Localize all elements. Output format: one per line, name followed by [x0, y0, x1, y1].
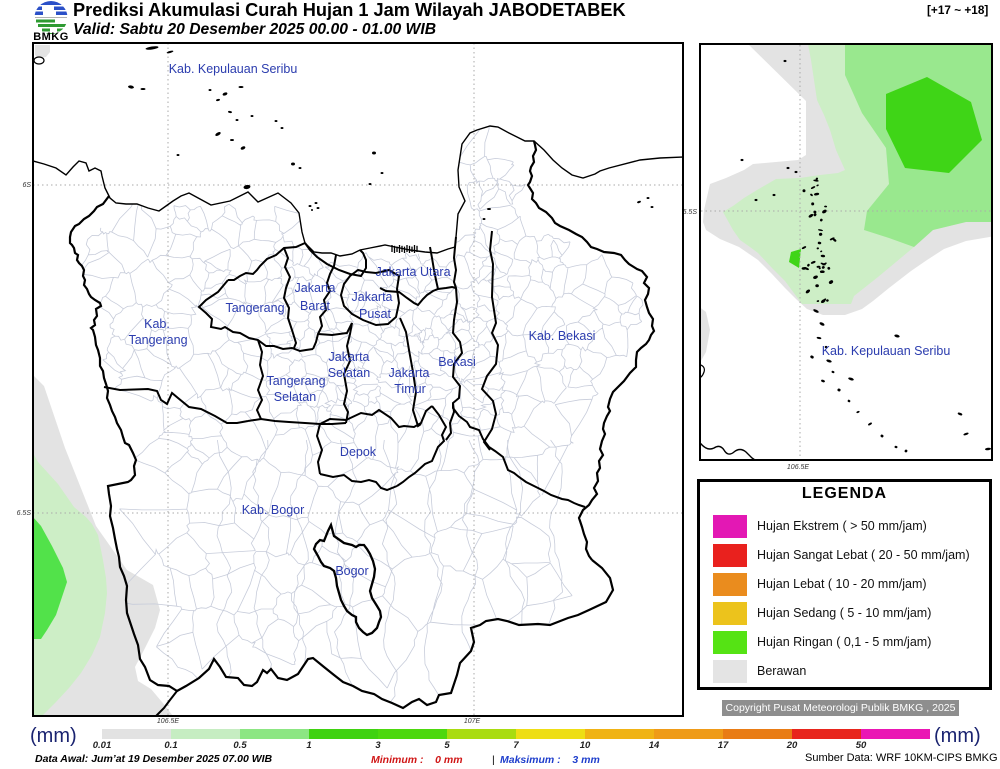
svg-text:Kab.: Kab. [144, 317, 170, 331]
svg-text:Kab. Kepulauan Seribu: Kab. Kepulauan Seribu [169, 62, 298, 76]
svg-text:Pusat: Pusat [359, 307, 391, 321]
svg-text:Selatan: Selatan [274, 390, 316, 404]
svg-text:107E: 107E [464, 718, 481, 725]
svg-text:106.5E: 106.5E [157, 718, 180, 725]
svg-text:Jakarta: Jakarta [389, 366, 430, 380]
svg-text:Bekasi: Bekasi [438, 355, 476, 369]
svg-text:Depok: Depok [340, 445, 377, 459]
svg-text:Timur: Timur [394, 382, 425, 396]
svg-text:Selatan: Selatan [328, 366, 370, 380]
svg-text:Jakarta: Jakarta [295, 281, 336, 295]
svg-text:Kab. Bogor: Kab. Bogor [242, 503, 305, 517]
svg-text:Kab. Bekasi: Kab. Bekasi [529, 329, 596, 343]
svg-text:Tangerang: Tangerang [225, 301, 284, 315]
svg-text:Tangerang: Tangerang [266, 374, 325, 388]
svg-text:Barat: Barat [300, 299, 330, 313]
svg-text:106.5E: 106.5E [787, 464, 810, 471]
svg-text:Kab. Kepulauan Seribu: Kab. Kepulauan Seribu [822, 344, 951, 358]
svg-text:Bogor: Bogor [335, 564, 368, 578]
svg-text:Jakarta Utara: Jakarta Utara [375, 265, 450, 279]
svg-text:Tangerang: Tangerang [128, 333, 187, 347]
svg-text:6.5S: 6.5S [17, 510, 32, 517]
svg-text:6S: 6S [22, 182, 31, 189]
svg-text:Jakarta: Jakarta [352, 290, 393, 304]
svg-text:5.5S: 5.5S [683, 209, 698, 216]
svg-text:Jakarta: Jakarta [329, 350, 370, 364]
